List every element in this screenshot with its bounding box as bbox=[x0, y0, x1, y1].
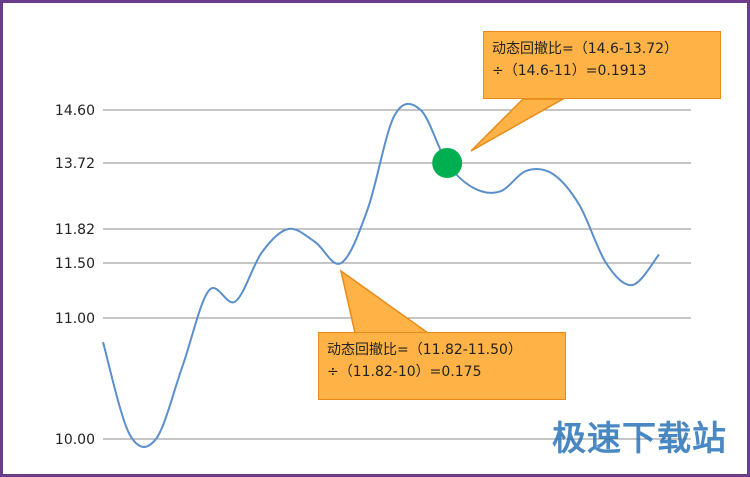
y-tick-label-5: 14.60 bbox=[55, 103, 95, 119]
upper-callout-pointer bbox=[470, 98, 566, 152]
y-tick-label-1: 11.00 bbox=[55, 311, 95, 327]
y-tick-labels: 10.00 11.00 11.50 11.82 13.72 14.60 bbox=[55, 103, 95, 448]
annotation-lower-line2: ÷（11.82-10）=0.175 bbox=[327, 364, 482, 380]
series-line bbox=[102, 102, 660, 448]
annotation-lower-line1: 动态回撤比=（11.82-11.50） bbox=[327, 342, 522, 358]
highlight-marker bbox=[432, 148, 463, 178]
watermark-logo: 极速下载站 bbox=[552, 419, 727, 459]
annotation-upper-line2: ÷（14.6-11）=0.1913 bbox=[492, 63, 647, 79]
line-chart: 10.00 11.00 11.50 11.82 13.72 14.60 bbox=[55, 98, 691, 448]
y-tick-label-3: 11.82 bbox=[55, 222, 95, 238]
y-tick-label-0: 10.00 bbox=[55, 432, 95, 448]
annotation-callout-upper: 动态回撤比=（14.6-13.72） ÷（14.6-11）=0.1913 bbox=[483, 31, 721, 99]
annotation-upper-line1: 动态回撤比=（14.6-13.72） bbox=[492, 41, 679, 57]
annotation-callout-lower: 动态回撤比=（11.82-11.50） ÷（11.82-10）=0.175 bbox=[318, 332, 566, 400]
y-tick-label-2: 11.50 bbox=[55, 256, 95, 272]
callout-pointers bbox=[339, 98, 566, 334]
y-tick-label-4: 13.72 bbox=[55, 156, 95, 172]
lower-callout-pointer bbox=[339, 269, 431, 334]
